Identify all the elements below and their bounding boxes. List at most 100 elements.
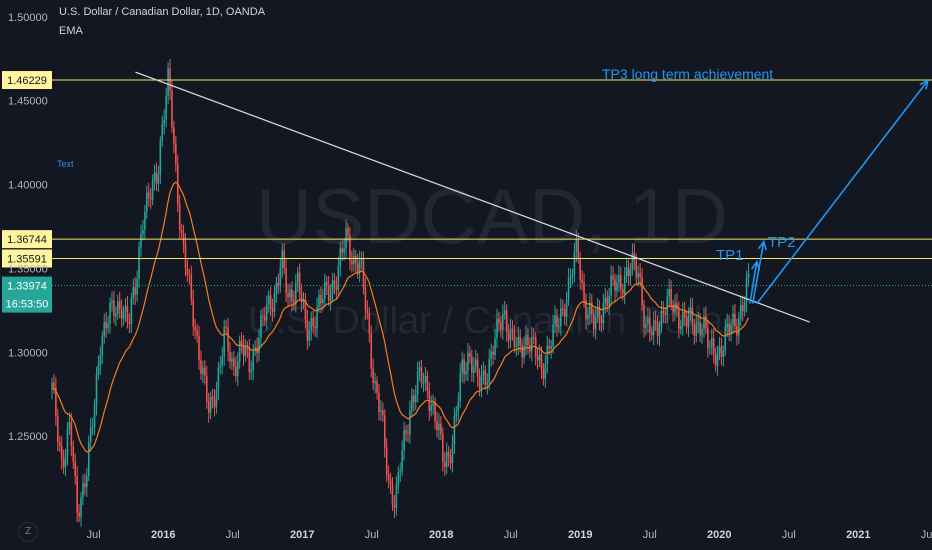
candle-body <box>614 279 616 291</box>
candle-body <box>192 299 195 327</box>
x-tick-label: Jul <box>365 529 379 541</box>
candle-body <box>712 338 715 355</box>
candle-body <box>391 484 394 506</box>
candle-body <box>262 315 264 317</box>
candle-body <box>82 483 84 498</box>
candle-body <box>426 375 429 391</box>
watermark-symbol: USDCAD, 1D <box>256 172 728 260</box>
tp1-arrow <box>749 261 758 304</box>
candle-body <box>472 366 475 374</box>
candle-body <box>116 301 119 314</box>
candle-body <box>527 334 529 346</box>
candle-body <box>602 303 605 323</box>
candle-body <box>430 405 433 411</box>
candle-body <box>353 255 355 265</box>
zoom-icon[interactable]: Z <box>18 522 38 542</box>
candle-body <box>681 311 684 327</box>
candle-body <box>503 310 506 315</box>
candle-body <box>741 305 744 312</box>
candle-body <box>312 318 314 327</box>
candle-body <box>132 287 135 299</box>
candle-body <box>540 354 543 369</box>
indicator-label[interactable]: EMA <box>59 25 83 37</box>
candle-body <box>86 475 88 488</box>
candle-body <box>561 308 564 310</box>
candle-body <box>364 287 367 310</box>
candle-body <box>467 352 469 372</box>
candle-body <box>188 274 191 276</box>
candle-body <box>645 324 647 328</box>
candle-body <box>231 358 233 362</box>
candle-body <box>730 324 732 334</box>
candle-body <box>310 318 313 331</box>
candle-body <box>184 243 187 268</box>
candle-body <box>739 305 742 319</box>
candle-body <box>581 279 583 283</box>
candle-body <box>505 310 508 333</box>
candle-body <box>445 452 448 467</box>
candle-body <box>409 410 411 435</box>
candle-body <box>347 228 349 236</box>
candle-body <box>99 355 102 366</box>
symbol-title: U.S. Dollar / Canadian Dollar, 1D, OANDA <box>59 6 266 18</box>
candle-body <box>490 351 492 359</box>
candle-body <box>656 322 659 337</box>
candle-body <box>229 351 231 362</box>
candle-body <box>383 415 386 448</box>
candle-body <box>130 298 133 324</box>
candle-body <box>124 305 127 313</box>
candle-body <box>382 410 384 416</box>
candle-body <box>496 318 498 339</box>
candle-body <box>643 305 645 328</box>
candle-body <box>225 326 227 328</box>
candle-body <box>414 394 417 402</box>
candle-body <box>641 277 643 306</box>
candle-body <box>293 300 295 304</box>
candle-body <box>422 382 425 384</box>
candle-body <box>418 367 421 372</box>
candle-body <box>575 239 578 253</box>
candle-body <box>469 352 471 357</box>
candle-body <box>244 346 247 357</box>
candle-body <box>666 296 669 316</box>
candle-body <box>140 233 142 248</box>
candle-body <box>196 330 198 336</box>
candle-body <box>316 306 318 329</box>
tp3-arrow <box>756 80 929 305</box>
candle-body <box>577 239 580 259</box>
countdown-label: 16:53:50 <box>6 299 49 311</box>
candle-body <box>662 310 665 314</box>
tp2-arrow <box>751 241 765 304</box>
candle-body <box>738 318 740 336</box>
candle-body <box>72 446 75 462</box>
candle-body <box>294 282 297 304</box>
candle-body <box>461 359 463 374</box>
candle-body <box>101 336 104 356</box>
x-tick-label: Jul <box>504 529 518 541</box>
candle-body <box>654 320 657 323</box>
candle-body <box>596 307 599 317</box>
candle-body <box>501 314 504 330</box>
candle-body <box>714 354 717 366</box>
candle-body <box>287 292 289 298</box>
candle-body <box>399 470 402 473</box>
candle-body <box>271 308 274 312</box>
candle-body <box>571 274 574 277</box>
candle-body <box>476 359 479 377</box>
candle-body <box>219 365 222 368</box>
candle-body <box>393 505 396 509</box>
candle-body <box>320 295 322 304</box>
candle-body <box>718 346 721 353</box>
candle-body <box>658 327 661 337</box>
text-note: Text <box>57 159 74 169</box>
candle-body <box>691 307 694 325</box>
candle-body <box>242 345 245 357</box>
x-tick-label: 2021 <box>846 529 870 541</box>
candle-body <box>517 336 520 347</box>
candle-body <box>523 346 525 358</box>
candle-body <box>598 307 601 321</box>
candle-body <box>720 346 723 357</box>
candle-body <box>339 248 342 267</box>
